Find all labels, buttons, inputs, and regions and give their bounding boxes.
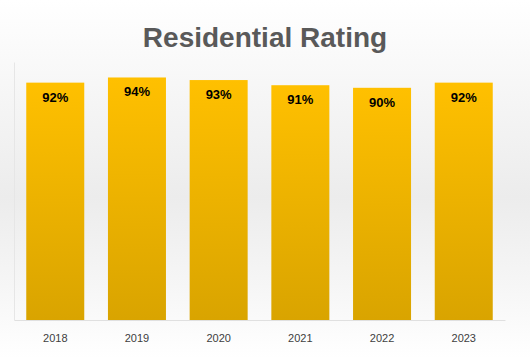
data-label: 92% — [451, 90, 477, 105]
data-label: 93% — [206, 87, 232, 102]
x-tick-label: 2023 — [452, 332, 476, 344]
data-label: 90% — [369, 95, 395, 110]
x-axis-line — [15, 320, 506, 321]
x-tick: 2019 — [125, 332, 149, 344]
x-tick-label: 2022 — [370, 332, 394, 344]
x-tick-label: 2019 — [125, 332, 149, 344]
x-tick: 2021 — [288, 332, 312, 344]
x-tick-label: 2018 — [43, 332, 67, 344]
bar — [435, 83, 493, 320]
bars — [26, 77, 492, 320]
x-tick: 2022 — [370, 332, 394, 344]
x-tick-label: 2021 — [288, 332, 312, 344]
chart-title: Residential Rating — [143, 22, 387, 53]
chart-container: Residential Rating 92% 94% 93% 91% 90% 92% 2018… — [0, 0, 530, 358]
chart-svg: Residential Rating 92% 94% 93% 91% 90% 92% 2018… — [0, 0, 530, 358]
data-label: 92% — [42, 90, 68, 105]
x-tick: 2023 — [452, 332, 476, 344]
x-tick: 2020 — [206, 332, 230, 344]
data-labels: 92% 94% 93% 91% 90% 92% — [42, 84, 477, 109]
data-label: 94% — [124, 84, 150, 99]
bar — [26, 83, 84, 320]
bar — [353, 88, 411, 320]
y-axis — [14, 63, 15, 321]
bar — [190, 80, 248, 320]
y-axis-line — [14, 63, 15, 321]
x-tick-label: 2020 — [206, 332, 230, 344]
x-axis: 2018 2019 2020 2021 2022 2023 — [15, 321, 506, 344]
bar — [271, 85, 329, 320]
x-tick: 2018 — [43, 332, 67, 344]
data-label: 91% — [287, 92, 313, 107]
bar — [108, 77, 166, 320]
background — [0, 0, 530, 358]
